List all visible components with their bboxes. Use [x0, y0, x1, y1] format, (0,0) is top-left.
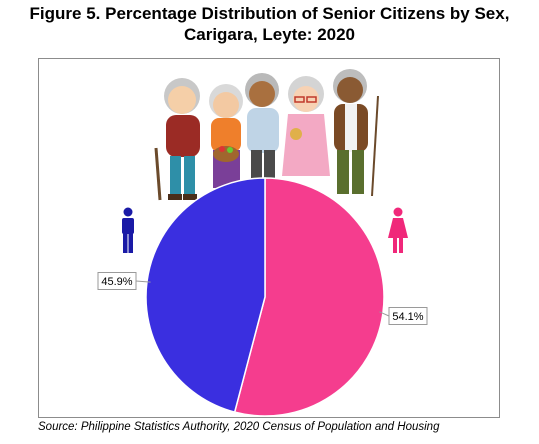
chart-title-line2: Carigara, Leyte: 2020 [183, 25, 356, 44]
data-label-box-female [388, 307, 428, 325]
male-person-icon [122, 207, 134, 253]
pie-slice-female [233, 177, 385, 417]
data-label-leader-male [135, 280, 151, 283]
source-note: Source: Philippine Statistics Authority,… [38, 421, 440, 433]
chart-title: Figure 5. Percentage Distribution of Sen… [0, 3, 539, 45]
data-label-male: 45.9% [101, 276, 132, 288]
data-label-female: 54.1% [392, 311, 423, 323]
data-label-box-male [97, 272, 137, 290]
female-person-icon [388, 207, 408, 253]
data-label-leader-female [379, 311, 390, 317]
chart-title-line1: Figure 5. Percentage Distribution of Sen… [29, 4, 510, 23]
